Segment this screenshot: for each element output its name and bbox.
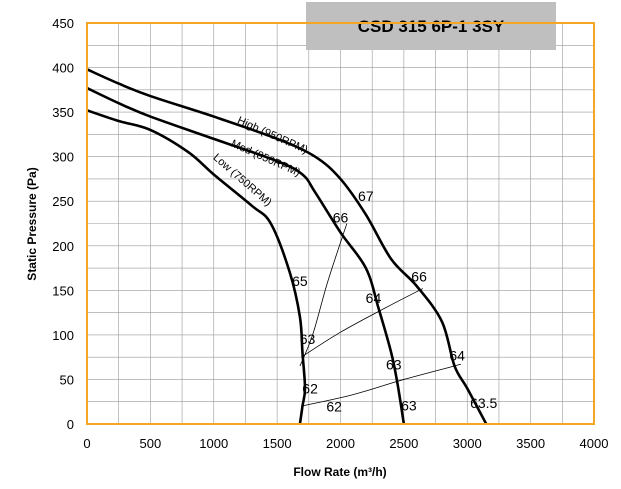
x-tick-labels: 0 500 1000 1500 2000 2500 3000 3500 4000 — [83, 436, 608, 451]
y-axis-label: Static Pressure (Pa) — [25, 167, 39, 280]
y-tick-label: 50 — [60, 372, 74, 387]
annotations: 67 66 65 64 66 63 64 63 62 62 63 63.5 — [292, 188, 497, 414]
x-tick-label: 3500 — [516, 436, 545, 451]
series-line-high — [86, 68, 488, 425]
y-tick-label: 450 — [52, 16, 74, 31]
annotation-label: 66 — [411, 268, 427, 284]
y-tick-label: 350 — [52, 105, 74, 120]
chart-title: CSD 315 6P-1 3SY — [358, 17, 505, 36]
x-tick-label: 2000 — [326, 436, 355, 451]
annotation-label: 63 — [401, 398, 417, 414]
annotation-label: 65 — [292, 273, 308, 289]
sound-curve-1 — [299, 223, 348, 367]
annotation-label: 62 — [326, 399, 342, 415]
annotation-label: 63.5 — [470, 395, 497, 411]
x-tick-label: 1000 — [199, 436, 228, 451]
y-tick-label: 300 — [52, 150, 74, 165]
x-axis-label: Flow Rate (m³/h) — [293, 465, 386, 479]
x-tick-label: 2500 — [389, 436, 418, 451]
sound-level-curves — [299, 223, 462, 407]
annotation-label: 62 — [302, 381, 318, 397]
series-line-med — [86, 86, 406, 425]
x-tick-label: 4000 — [580, 436, 609, 451]
curve-labels: High (950RPM)Med (850RPM)Low (750RPM) — [211, 115, 310, 209]
sound-curve-2 — [300, 288, 424, 358]
x-tick-label: 1500 — [263, 436, 292, 451]
y-tick-label: 250 — [52, 194, 74, 209]
y-tick-label: 100 — [52, 328, 74, 343]
annotation-label: 63 — [300, 331, 316, 347]
annotation-label: 63 — [386, 357, 402, 373]
y-tick-label: 0 — [67, 417, 74, 432]
x-tick-label: 0 — [83, 436, 90, 451]
plot-frame — [86, 22, 595, 425]
annotation-label: 66 — [333, 210, 349, 226]
annotation-label: 67 — [358, 188, 374, 204]
annotation-label: 64 — [449, 348, 465, 364]
plot-border — [86, 22, 595, 425]
grid — [87, 23, 594, 424]
x-tick-label: 500 — [140, 436, 162, 451]
x-tick-label: 3000 — [453, 436, 482, 451]
sound-curve-3 — [301, 363, 462, 407]
y-tick-label: 400 — [52, 61, 74, 76]
annotation-label: 64 — [366, 290, 382, 306]
fan-curves — [86, 68, 488, 425]
y-tick-labels: 0 50 100 150 200 250 300 350 400 450 — [52, 16, 74, 432]
y-tick-label: 150 — [52, 283, 74, 298]
y-tick-label: 200 — [52, 239, 74, 254]
title-box — [306, 2, 556, 50]
series-line-low — [86, 109, 307, 425]
